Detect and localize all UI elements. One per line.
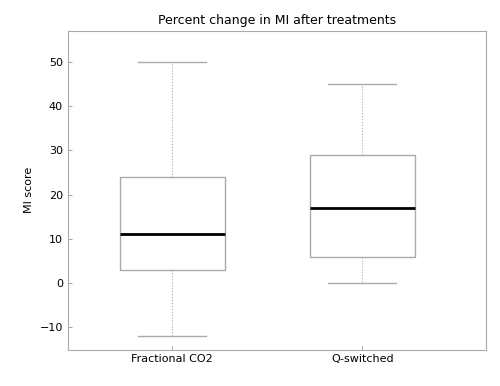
Y-axis label: MI score: MI score [24,167,34,213]
Title: Percent change in MI after treatments: Percent change in MI after treatments [158,14,396,27]
Bar [120,177,224,270]
Bar [310,155,415,257]
